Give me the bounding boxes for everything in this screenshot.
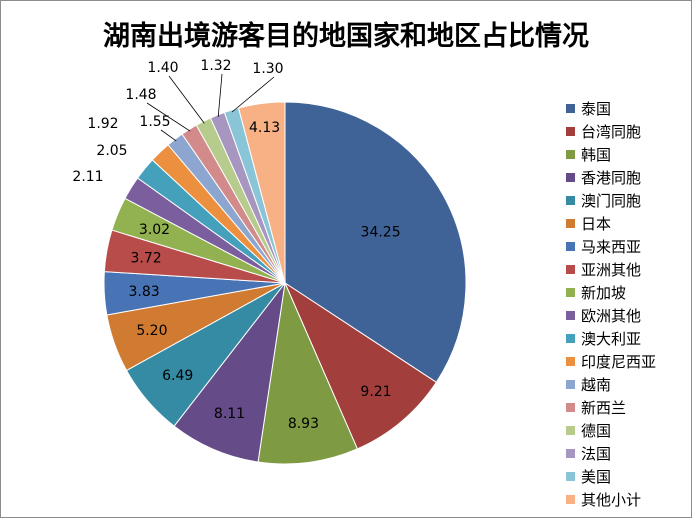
leader-line-17	[231, 76, 275, 113]
legend-label-6: 日本	[581, 215, 612, 233]
legend-label-15: 德国	[581, 422, 612, 440]
legend-swatch-1	[566, 104, 575, 113]
legend-swatch-18	[566, 495, 575, 504]
data-label-6: 5.20	[136, 323, 167, 339]
legend-swatch-14	[566, 403, 575, 412]
legend-swatch-8	[566, 265, 575, 274]
legend-item-2: 台湾同胞	[566, 123, 691, 146]
legend-label-8: 亚洲其他	[581, 261, 642, 279]
legend-swatch-6	[566, 219, 575, 228]
legend-label-4: 香港同胞	[581, 169, 642, 187]
legend-item-12: 印度尼西亚	[566, 353, 691, 376]
data-label-8: 3.72	[131, 251, 162, 267]
data-label-9: 3.02	[139, 222, 170, 238]
leader-line-13	[160, 129, 177, 142]
legend-item-18: 其他小计	[566, 491, 691, 514]
data-label-11: 2.05	[96, 143, 127, 159]
legend-label-16: 法国	[581, 445, 612, 463]
legend-label-18: 其他小计	[581, 491, 642, 509]
legend-label-7: 马来西亚	[581, 238, 642, 256]
legend-swatch-4	[566, 173, 575, 182]
legend-label-3: 韩国	[581, 146, 612, 164]
legend-item-9: 新加坡	[566, 284, 691, 307]
legend-swatch-10	[566, 311, 575, 320]
data-label-3: 8.93	[288, 416, 319, 432]
legend-item-17: 美国	[566, 468, 691, 491]
legend-item-4: 香港同胞	[566, 169, 691, 192]
data-label-1: 34.25	[361, 224, 401, 240]
data-label-13: 1.55	[139, 114, 170, 130]
legend-label-12: 印度尼西亚	[581, 353, 657, 371]
pie-slice-2	[283, 281, 438, 450]
legend-swatch-15	[566, 426, 575, 435]
data-label-12: 1.92	[87, 116, 118, 132]
pie-slice-18	[237, 101, 286, 284]
legend-item-1: 泰国	[566, 100, 691, 123]
legend-label-2: 台湾同胞	[581, 123, 642, 141]
legend-label-17: 美国	[581, 468, 612, 486]
data-label-14: 1.48	[125, 87, 156, 103]
leader-line-16	[217, 73, 223, 117]
legend-swatch-9	[566, 288, 575, 297]
data-label-18: 4.13	[249, 120, 280, 136]
legend-item-6: 日本	[566, 215, 691, 238]
legend-item-5: 澳门同胞	[566, 192, 691, 215]
chart-legend: 泰国台湾同胞韩国香港同胞澳门同胞日本马来西亚亚洲其他新加坡欧洲其他澳大利亚印度尼…	[566, 100, 691, 514]
legend-label-9: 新加坡	[581, 284, 627, 302]
data-label-4: 8.11	[214, 406, 245, 422]
leader-line-15	[168, 75, 205, 124]
legend-swatch-16	[566, 449, 575, 458]
legend-swatch-12	[566, 357, 575, 366]
legend-item-16: 法国	[566, 445, 691, 468]
legend-label-5: 澳门同胞	[581, 192, 642, 210]
legend-item-14: 新西兰	[566, 399, 691, 422]
legend-swatch-3	[566, 150, 575, 159]
legend-item-15: 德国	[566, 422, 691, 445]
data-label-7: 3.83	[129, 284, 160, 300]
legend-label-10: 欧洲其他	[581, 307, 642, 325]
data-label-17: 1.30	[252, 61, 283, 77]
legend-label-11: 澳大利亚	[581, 330, 642, 348]
legend-item-11: 澳大利亚	[566, 330, 691, 353]
legend-item-8: 亚洲其他	[566, 261, 691, 284]
legend-item-13: 越南	[566, 376, 691, 399]
legend-swatch-7	[566, 242, 575, 251]
legend-label-1: 泰国	[581, 100, 612, 118]
data-label-15: 1.40	[147, 60, 178, 76]
pie-slice-4	[173, 281, 286, 463]
chart-title: 湖南出境游客目的地国家和地区占比情况	[103, 21, 589, 52]
legend-swatch-5	[566, 196, 575, 205]
legend-label-13: 越南	[581, 376, 612, 394]
data-label-5: 6.49	[162, 368, 193, 384]
legend-swatch-13	[566, 380, 575, 389]
legend-item-7: 马来西亚	[566, 238, 691, 261]
data-label-16: 1.32	[200, 58, 231, 74]
legend-item-10: 欧洲其他	[566, 307, 691, 330]
legend-swatch-11	[566, 334, 575, 343]
data-label-2: 9.21	[360, 384, 391, 400]
pie-slice-3	[257, 281, 359, 465]
legend-swatch-2	[566, 127, 575, 136]
leader-line-14	[146, 102, 191, 132]
legend-label-14: 新西兰	[581, 399, 627, 417]
data-label-10: 2.11	[72, 169, 103, 185]
legend-item-3: 韩国	[566, 146, 691, 169]
legend-swatch-17	[566, 472, 575, 481]
